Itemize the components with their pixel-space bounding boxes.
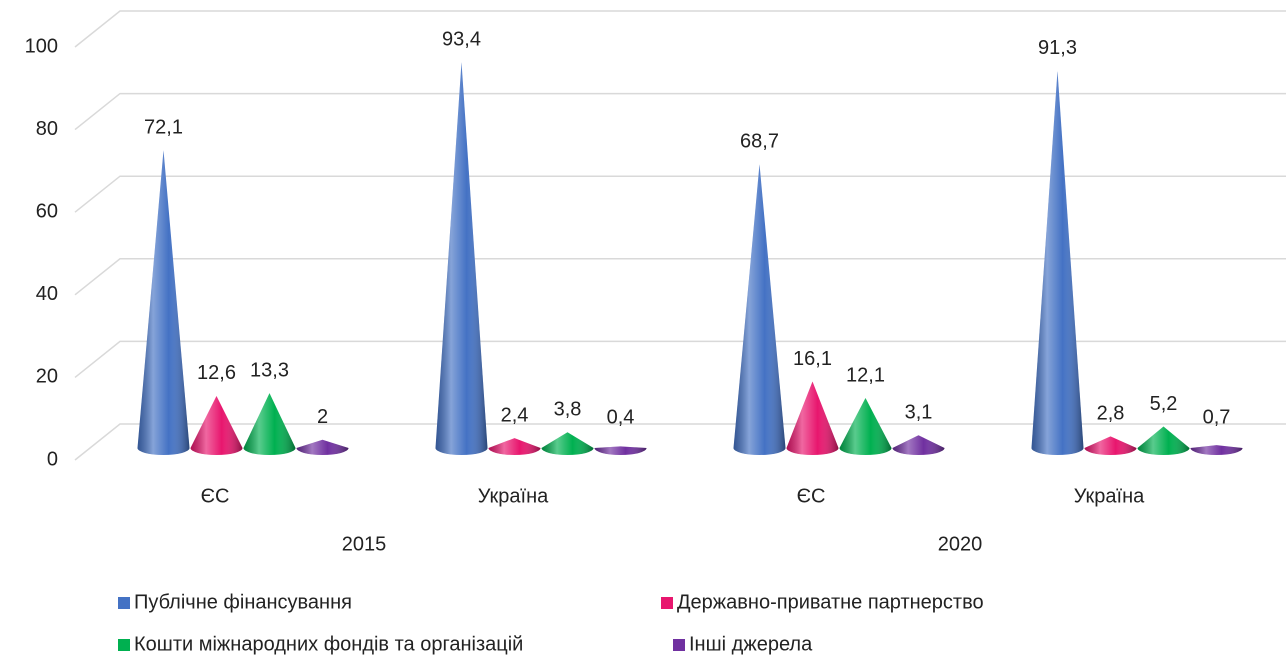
data-label: 5,2: [1150, 393, 1178, 415]
legend-swatch: [673, 639, 685, 651]
cone-shade: [892, 435, 945, 455]
data-label: 3,8: [554, 399, 582, 421]
cone-shade: [541, 432, 594, 455]
data-label: 12,1: [846, 364, 885, 386]
cone-shade: [243, 393, 296, 455]
data-label: 12,6: [197, 362, 236, 384]
cone-shade: [1084, 436, 1137, 455]
legend-swatch: [661, 597, 673, 609]
grid-line: [74, 175, 1286, 213]
legend-label: Державно-приватне партнерство: [677, 591, 984, 613]
cone-shade: [839, 398, 892, 455]
y-tick-label: 20: [36, 366, 58, 388]
data-label: 3,1: [905, 401, 933, 423]
data-label: 72,1: [144, 117, 183, 139]
cone-shade: [137, 150, 190, 456]
x-tick-label: ЄС: [797, 485, 826, 507]
y-tick-label: 80: [36, 118, 58, 140]
grid-line: [74, 258, 1286, 296]
cone-shade: [733, 164, 786, 456]
legend-label: Публічне фінансування: [134, 591, 352, 613]
y-tick-label: 100: [25, 35, 58, 57]
data-label: 68,7: [740, 131, 779, 153]
cone-shade: [1137, 426, 1190, 455]
x-group-label: 2020: [938, 533, 983, 555]
cone-shade: [1190, 445, 1243, 455]
data-label: 0,7: [1203, 406, 1231, 428]
data-label: 93,4: [442, 29, 481, 51]
cone-shade: [488, 438, 541, 455]
grid-line: [74, 92, 1286, 131]
x-tick-label: Україна: [478, 485, 549, 507]
cone-shade: [786, 381, 839, 455]
legend-swatch: [118, 639, 130, 651]
cone-shade: [594, 446, 647, 455]
legend-swatch: [118, 597, 130, 609]
cone-shade: [296, 439, 349, 455]
x-group-label: 2015: [342, 533, 387, 555]
legend-label: Кошти міжнародних фондів та організацій: [134, 633, 523, 655]
data-label: 2,8: [1097, 403, 1125, 425]
grid-line: [74, 340, 1286, 378]
cone-shade: [1031, 70, 1084, 455]
legend-label: Інші джерела: [689, 633, 813, 655]
x-tick-label: ЄС: [201, 485, 230, 507]
data-label: 0,4: [607, 406, 635, 428]
y-tick-label: 40: [36, 283, 58, 305]
data-label: 16,1: [793, 348, 832, 370]
x-tick-label: Україна: [1074, 485, 1145, 507]
data-label: 91,3: [1038, 37, 1077, 59]
y-tick-label: 60: [36, 200, 58, 222]
data-label: 2,4: [501, 404, 529, 426]
grid-line: [74, 10, 1286, 48]
y-tick-label: 0: [47, 448, 58, 470]
cone-shade: [190, 395, 243, 455]
cone-shade: [435, 62, 488, 456]
grid-line: [74, 423, 1286, 461]
data-label: 13,3: [250, 359, 289, 381]
data-label: 2: [317, 406, 328, 428]
